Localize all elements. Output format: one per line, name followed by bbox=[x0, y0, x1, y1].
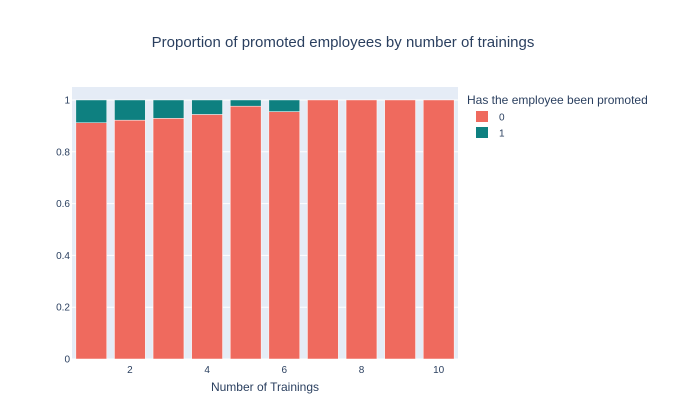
bar-0-1 bbox=[75, 122, 107, 360]
legend-label-1[interactable]: 1 bbox=[499, 129, 505, 140]
y-tick-label: 1 bbox=[64, 95, 70, 106]
bar-1-4 bbox=[191, 99, 223, 115]
legend-swatch-0[interactable] bbox=[476, 111, 488, 122]
y-tick-label: 0.8 bbox=[56, 147, 70, 158]
x-axis: 2 4 6 8 10 bbox=[127, 365, 445, 376]
bar-1-6 bbox=[268, 99, 300, 112]
y-tick-label: 0 bbox=[64, 355, 70, 366]
x-axis-title: Number of Trainings bbox=[211, 380, 319, 394]
bar-1-3 bbox=[152, 99, 185, 119]
bar-0-3 bbox=[152, 118, 185, 360]
chart-title: Proportion of promoted employees by numb… bbox=[152, 34, 535, 51]
y-tick-label: 0.2 bbox=[56, 303, 70, 314]
x-tick-label: 6 bbox=[282, 365, 288, 376]
bars bbox=[75, 99, 455, 360]
x-tick-label: 8 bbox=[359, 365, 365, 376]
bar-0-7 bbox=[307, 99, 339, 360]
bar-1-5 bbox=[230, 99, 262, 107]
x-tick-label: 2 bbox=[127, 365, 133, 376]
bar-0-4 bbox=[191, 114, 223, 360]
bar-0-2 bbox=[114, 119, 146, 360]
bar-1-1 bbox=[75, 99, 107, 123]
y-tick-label: 0.6 bbox=[56, 199, 70, 210]
bar-0-8 bbox=[345, 99, 378, 360]
legend-title: Has the employee been promoted bbox=[467, 93, 648, 107]
y-tick-label: 0.4 bbox=[56, 251, 70, 262]
bar-0-6 bbox=[268, 111, 300, 360]
bar-0-10 bbox=[423, 99, 455, 360]
y-axis: 0 0.2 0.4 0.6 0.8 1 bbox=[56, 95, 70, 365]
legend-label-0[interactable]: 0 bbox=[499, 113, 505, 124]
bar-0-9 bbox=[384, 99, 416, 360]
legend: Has the employee been promoted 0 1 bbox=[467, 93, 648, 140]
bar-0-5 bbox=[230, 105, 262, 360]
legend-swatch-1[interactable] bbox=[476, 127, 488, 138]
x-tick-label: 4 bbox=[204, 365, 210, 376]
x-tick-label: 10 bbox=[433, 365, 445, 376]
bar-1-2 bbox=[114, 99, 146, 121]
